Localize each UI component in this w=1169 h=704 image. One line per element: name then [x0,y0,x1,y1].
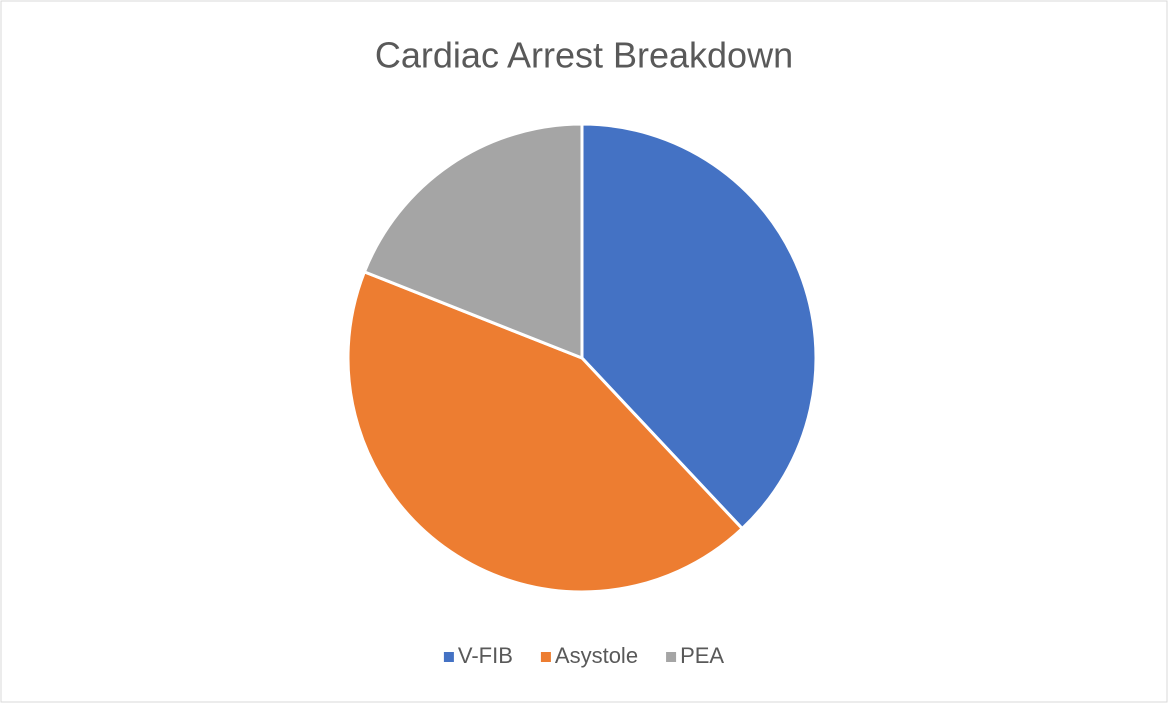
pie-slice [362,122,584,361]
legend-swatch [443,652,454,662]
chart-title: Cardiac Arrest Breakdown [375,35,793,76]
pie-slice [346,269,745,594]
legend-swatch [540,652,551,662]
legend-label: PEA [680,643,724,668]
legend-swatch [666,652,677,662]
legend-label: V-FIB [458,643,513,668]
pie-slice [580,122,818,531]
legend-label: Asystole [555,643,638,668]
